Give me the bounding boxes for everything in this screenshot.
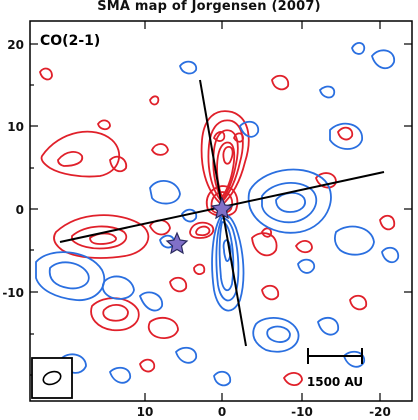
x-tick-label: -10 <box>291 405 313 419</box>
scale-bar <box>307 348 363 364</box>
y-tick-label: 20 <box>7 38 24 52</box>
secondary-star-marker <box>165 231 189 255</box>
central-star-marker <box>210 196 234 220</box>
panel-label: CO(2-1) <box>40 33 100 49</box>
y-tick-label: 0 <box>16 203 24 217</box>
x-tick-label: -20 <box>369 405 391 419</box>
beam-box <box>31 357 73 399</box>
y-tick-label: 10 <box>7 120 24 134</box>
x-tick-label: 0 <box>218 405 226 419</box>
figure-title: SMA map of Jorgensen (2007) <box>97 0 321 14</box>
plot-frame <box>29 20 413 402</box>
x-tick-marks <box>144 21 381 401</box>
y-tick-marks <box>30 43 412 376</box>
red-contours <box>39 67 396 386</box>
y-tick-label: -10 <box>2 286 24 300</box>
x-tick-label: 10 <box>137 405 154 419</box>
scale-bar-label: 1500 AU <box>307 375 363 389</box>
protostar-markers <box>165 196 234 255</box>
beam-ellipse <box>42 370 62 386</box>
